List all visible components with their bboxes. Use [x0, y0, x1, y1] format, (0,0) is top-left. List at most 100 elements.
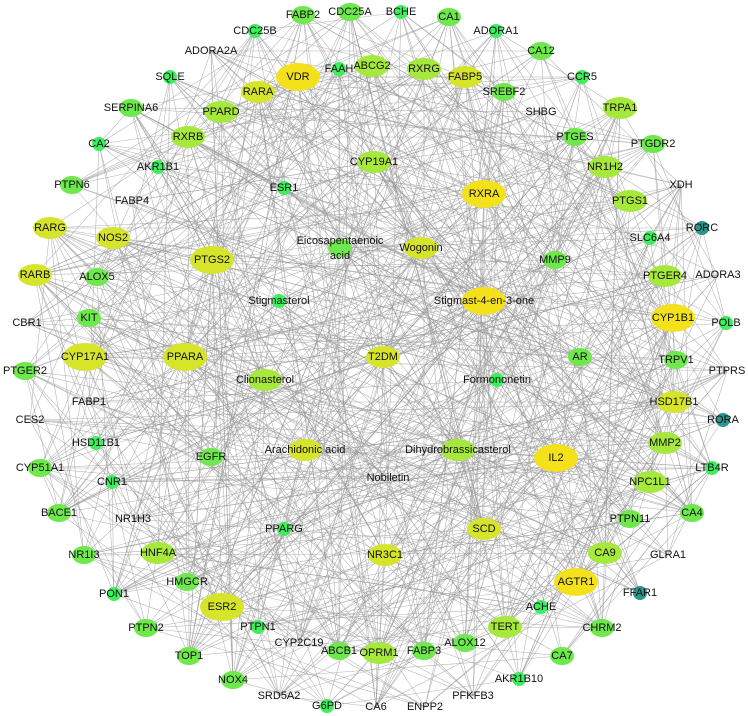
- node-ccr5[interactable]: CCR5: [567, 70, 597, 84]
- node-trpv1[interactable]: TRPV1: [658, 351, 694, 369]
- node-oprm1[interactable]: OPRM1: [359, 642, 399, 664]
- node-akr1b1[interactable]: AKR1B1: [137, 160, 179, 174]
- node-nr1h3[interactable]: NR1H3: [115, 513, 151, 525]
- node-chrm2[interactable]: CHRM2: [582, 619, 622, 637]
- node-nos2[interactable]: NOS2: [96, 227, 130, 249]
- node-bche[interactable]: BCHE: [386, 5, 417, 19]
- node-ptgdr2[interactable]: PTGDR2: [631, 135, 676, 153]
- node-enpp2[interactable]: ENPP2: [407, 701, 443, 713]
- node-ptgs2[interactable]: PTGS2: [190, 246, 234, 274]
- node-agtr1[interactable]: AGTR1: [554, 568, 598, 596]
- node-faah[interactable]: FAAH: [325, 62, 354, 76]
- node-eicosapentaenoic[interactable]: Eicosapentaenoic acid: [297, 235, 384, 262]
- node-ppara[interactable]: PPARA: [163, 343, 207, 371]
- node-shbg[interactable]: SHBG: [525, 106, 556, 118]
- node-ca9[interactable]: CA9: [588, 542, 622, 564]
- node-rara[interactable]: RARA: [241, 81, 275, 103]
- node-rxrb[interactable]: RXRB: [171, 126, 205, 148]
- node-ca7[interactable]: CA7: [550, 647, 574, 665]
- node-esr2[interactable]: ESR2: [200, 593, 244, 621]
- node-hmgcr[interactable]: HMGCR: [166, 573, 208, 591]
- node-formononetin[interactable]: Formononetin: [463, 373, 531, 387]
- node-ca12[interactable]: CA12: [527, 42, 555, 60]
- node-il2[interactable]: IL2: [534, 444, 578, 472]
- node-akr1b10[interactable]: AKR1B10: [495, 672, 543, 686]
- node-scd[interactable]: SCD: [467, 518, 501, 540]
- node-cyp17a1[interactable]: CYP17A1: [61, 343, 109, 371]
- node-serpina6[interactable]: SERPINA6: [104, 99, 158, 117]
- node-ca4[interactable]: CA4: [680, 504, 704, 522]
- node-ptger2[interactable]: PTGER2: [3, 362, 47, 380]
- node-fabp2[interactable]: FABP2: [286, 6, 320, 24]
- node-pon1[interactable]: PON1: [99, 587, 129, 601]
- node-hsd11b1[interactable]: HSD11B1: [72, 436, 120, 450]
- node-sqle[interactable]: SQLE: [155, 70, 185, 84]
- node-stigmast-4-en-3-one[interactable]: Stigmast-4-en-3-one: [434, 287, 534, 315]
- node-stigmasterol[interactable]: Stigmasterol: [248, 294, 310, 308]
- node-polb[interactable]: POLB: [711, 316, 741, 330]
- node-ptges[interactable]: PTGES: [556, 128, 594, 146]
- node-ache[interactable]: ACHE: [526, 600, 557, 614]
- node-nobiletin[interactable]: Nobiletin: [367, 472, 410, 484]
- node-adora1[interactable]: ADORA1: [473, 24, 519, 38]
- node-glra1[interactable]: GLRA1: [650, 549, 686, 561]
- node-tert[interactable]: TERT: [488, 616, 522, 638]
- node-abcb1[interactable]: ABCB1: [321, 642, 357, 660]
- node-rxrg[interactable]: RXRG: [407, 58, 441, 80]
- node-xdh[interactable]: XDH: [669, 179, 692, 191]
- node-cdc25a[interactable]: CDC25A: [328, 3, 372, 21]
- node-rorc[interactable]: RORC: [686, 221, 718, 235]
- node-hsd17b1[interactable]: HSD17B1: [650, 391, 699, 413]
- node-ptpn2[interactable]: PTPN2: [128, 619, 164, 637]
- node-vdr[interactable]: VDR: [276, 63, 320, 91]
- node-clionasterol[interactable]: Clionasterol: [236, 369, 294, 391]
- node-cdc25b[interactable]: CDC25B: [233, 24, 277, 38]
- node-nr1i3[interactable]: NR1I3: [68, 546, 100, 564]
- node-ces2[interactable]: CES2: [16, 414, 45, 426]
- node-adora2a[interactable]: ADORA2A: [185, 45, 238, 57]
- node-rarg[interactable]: RARG: [33, 217, 67, 239]
- node-ptpn6[interactable]: PTPN6: [54, 176, 90, 194]
- node-arachidonic-acid[interactable]: Arachidonic acid: [265, 439, 346, 461]
- node-cnr1[interactable]: CNR1: [97, 475, 127, 489]
- node-t2dm[interactable]: T2DM: [366, 346, 400, 368]
- node-ppard[interactable]: PPARD: [202, 101, 240, 123]
- node-fabp5[interactable]: FABP5: [448, 66, 482, 88]
- node-ptpn11[interactable]: PTPN11: [610, 510, 651, 528]
- node-ptprs[interactable]: PTPRS: [709, 365, 746, 377]
- node-g6pd[interactable]: G6PD: [312, 699, 342, 713]
- node-ptger4[interactable]: PTGER4: [643, 265, 687, 287]
- node-slc6a4[interactable]: SLC6A4: [630, 231, 671, 245]
- node-cbr1[interactable]: CBR1: [12, 317, 41, 329]
- node-esr1[interactable]: ESR1: [270, 181, 299, 195]
- node-wogonin[interactable]: Wogonin: [399, 237, 443, 259]
- node-bace1[interactable]: BACE1: [41, 504, 77, 522]
- node-ar[interactable]: AR: [568, 348, 592, 366]
- node-adora3[interactable]: ADORA3: [695, 269, 740, 281]
- node-egfr[interactable]: EGFR: [196, 448, 227, 466]
- node-pfkfb3[interactable]: PFKFB3: [452, 690, 494, 702]
- node-npc1l1[interactable]: NPC1L1: [629, 471, 671, 493]
- node-mmp2[interactable]: MMP2: [648, 432, 682, 454]
- node-top1[interactable]: TOP1: [175, 647, 204, 665]
- node-mmp9[interactable]: MMP9: [539, 251, 571, 269]
- node-rarb[interactable]: RARB: [18, 264, 52, 286]
- node-fabp4[interactable]: FABP4: [115, 195, 149, 207]
- node-srebf2[interactable]: SREBF2: [483, 83, 526, 101]
- node-cyp19a1[interactable]: CYP19A1: [350, 151, 398, 173]
- node-rxra[interactable]: RXRA: [462, 180, 506, 208]
- node-nox4[interactable]: NOX4: [218, 671, 248, 689]
- node-hnf4a[interactable]: HNF4A: [140, 542, 177, 564]
- node-alox5[interactable]: ALOX5: [79, 268, 115, 286]
- node-ca1[interactable]: CA1: [437, 8, 461, 26]
- node-kit[interactable]: KIT: [77, 309, 101, 327]
- node-ca2[interactable]: CA2: [88, 137, 110, 151]
- node-cyp1b1[interactable]: CYP1B1: [651, 304, 695, 332]
- node-dihydrobrassicasterol[interactable]: Dihydrobrassicasterol: [405, 439, 511, 461]
- node-ltb4r[interactable]: LTB4R: [695, 461, 729, 475]
- node-ptpn1[interactable]: PTPN1: [240, 620, 276, 634]
- node-ptgs1[interactable]: PTGS1: [612, 190, 648, 212]
- node-srd5a2[interactable]: SRD5A2: [258, 690, 301, 702]
- node-nr3c1[interactable]: NR3C1: [367, 544, 403, 566]
- node-fabp3[interactable]: FABP3: [407, 642, 441, 660]
